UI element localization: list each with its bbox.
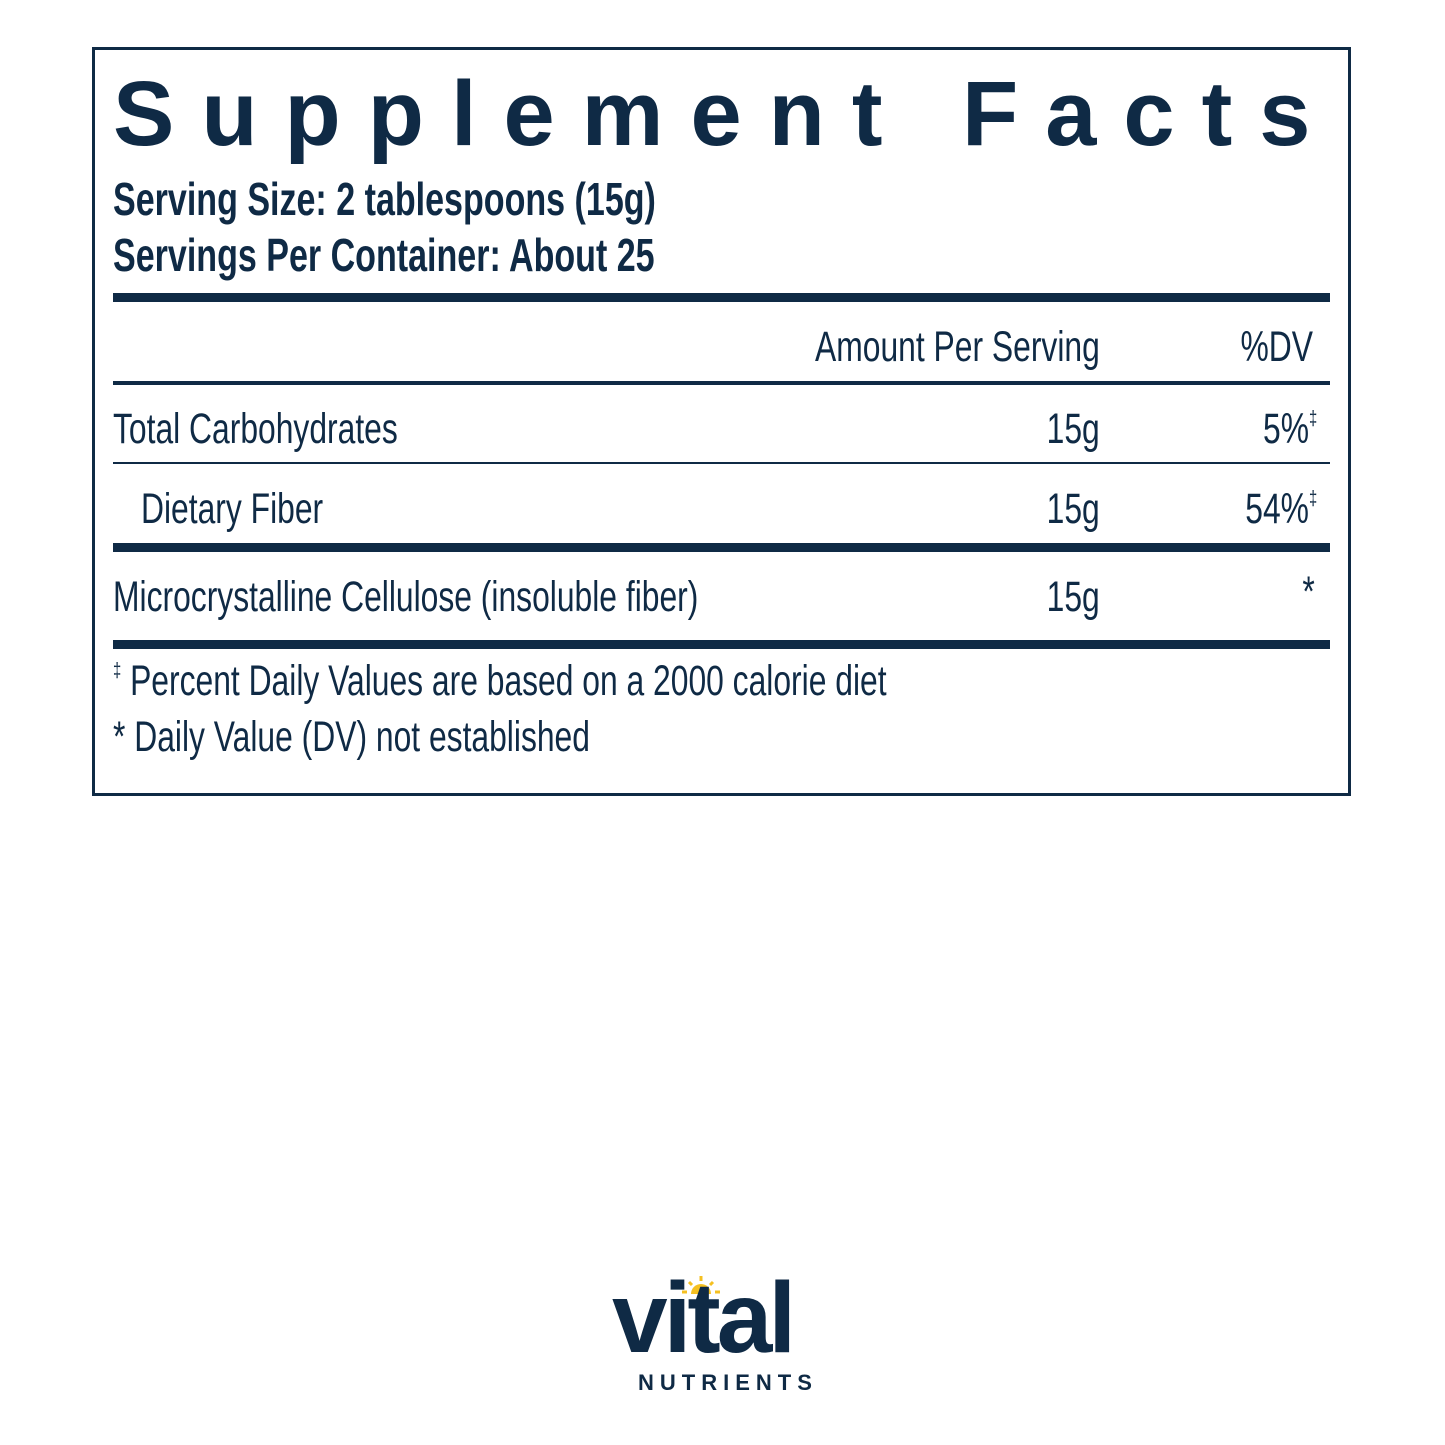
row-amount: 15g [1046,573,1100,621]
panel-title: Supplement Facts [113,63,1338,165]
brand-sub: NUTRIENTS [638,1370,818,1395]
brand-logo: vital NUTRIENTS [612,1262,837,1400]
footnote: ‡ Percent Daily Values are based on a 20… [113,657,887,705]
divider-thin [113,462,1330,464]
serving-size: Serving Size: 2 tablespoons (15g) [113,173,656,225]
row-name: Dietary Fiber [141,485,324,533]
brand-name: vital [612,1262,796,1374]
divider-thick [113,640,1330,649]
row-dv: 54%‡ [1245,485,1317,533]
divider [113,381,1330,385]
header-amount: Amount Per Serving [815,323,1100,371]
row-amount: 15g [1046,485,1100,533]
servings-per-container: Servings Per Container: About 25 [113,229,655,281]
row-dv: * [1302,568,1315,616]
footnote: * Daily Value (DV) not established [113,713,590,761]
header-dv: %DV [1240,323,1313,371]
divider-thick [113,543,1330,552]
row-amount: 15g [1046,405,1100,453]
supplement-facts-panel [92,47,1351,796]
sun-icon [682,1276,720,1294]
divider-thick [113,293,1330,302]
row-dv: 5%‡ [1262,405,1317,453]
row-name: Total Carbohydrates [113,405,398,453]
row-name: Microcrystalline Cellulose (insoluble fi… [113,573,699,621]
